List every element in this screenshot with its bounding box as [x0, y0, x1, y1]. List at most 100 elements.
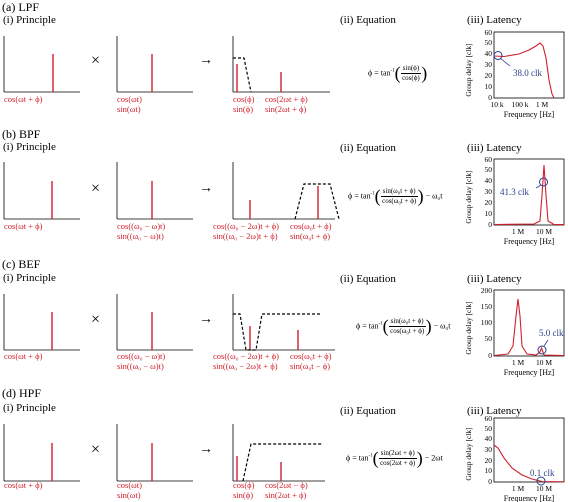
- x-axis-label: Frequency [Hz]: [504, 237, 555, 246]
- delay-annotation: 0.1 clk: [530, 468, 555, 478]
- y-tick: 100: [481, 318, 493, 327]
- filter-mask: [233, 57, 252, 93]
- marker-circle: [539, 177, 548, 187]
- out-low-cos-label: cos(ϕ): [233, 480, 255, 490]
- section-title: (a) LPF: [2, 0, 39, 14]
- y-tick: 10: [485, 209, 493, 218]
- principle-diagram: [3, 36, 330, 93]
- section-title: (c) BEF: [2, 257, 41, 271]
- principle-diagram: [3, 294, 335, 351]
- filter-mask: [233, 313, 322, 351]
- principle-diagram: [3, 162, 340, 220]
- out-high-cos-label: cos(ω₀t + ϕ): [290, 221, 332, 231]
- filter-mask: [294, 183, 340, 220]
- principle-label: (i) Principle: [3, 402, 56, 414]
- out-high-sin-label: sin(2ωt + ϕ): [265, 104, 307, 114]
- out-high-sin-label: sin(2ωt + ϕ): [265, 490, 307, 500]
- principle-label: (i) Principle: [3, 272, 56, 284]
- x-tick: 1 M: [512, 484, 525, 493]
- y-tick: 0: [488, 220, 492, 229]
- out-low-cos-label: cos((ω₀ − 2ω)t + ϕ): [213, 351, 279, 361]
- out-high-cos-label: cos(2ωt − ϕ): [265, 480, 308, 490]
- out-low-cos-label: cos((ω₀ − 2ω)t + ϕ): [213, 221, 279, 231]
- x-tick: 10 M: [536, 227, 552, 236]
- y-axis-label: Group delay [clk]: [464, 301, 473, 354]
- input-label: cos(ωt + ϕ): [4, 94, 43, 104]
- y-tick: 10: [485, 466, 493, 475]
- filter-mask: [242, 443, 322, 482]
- group-delay-curve: [493, 42, 555, 99]
- y-tick: 50: [485, 424, 493, 433]
- x-tick: 10 M: [536, 358, 552, 367]
- annotation-leader: [543, 339, 549, 347]
- out-high-cos-label: cos(ω₀t + ϕ): [290, 351, 332, 361]
- y-tick: 20: [485, 456, 493, 465]
- x-axis-label: Frequency [Hz]: [504, 368, 555, 377]
- y-tick: 0: [488, 477, 492, 486]
- lo-cos-label: cos((ω₀ − ω)t): [117, 221, 166, 231]
- lo-sin-label: sin((ω₀ − ω)t): [117, 231, 164, 241]
- input-label: cos(ωt + ϕ): [4, 351, 43, 361]
- x-tick: 1 M: [512, 358, 525, 367]
- group-delay-curve: [493, 444, 565, 483]
- plot-frame: [493, 417, 565, 483]
- latency-label: (iii) Latency: [467, 14, 522, 26]
- out-high-sin-label: sin(ω₀t − ϕ): [290, 361, 331, 371]
- equation: ϕ = tan-1(sin(ω₀t + ϕ) cos(ω₀t + ϕ)) − ω₀…: [348, 186, 443, 206]
- latency-plot-bpf: Group delay [clk] 0 10 20 30 40 50 60 1 …: [464, 155, 565, 246]
- x-tick: 100 k: [512, 100, 529, 109]
- arrow-icon: →: [199, 312, 213, 327]
- latency-label: (iii) Latency: [467, 142, 522, 154]
- out-low-sin-label: sin(ϕ): [233, 104, 254, 114]
- plot-frame: [493, 158, 565, 226]
- marker-circle: [493, 51, 503, 60]
- x-axis-label: Frequency [Hz]: [504, 110, 555, 119]
- equation: ϕ = tan-1(sin(2ωt + ϕ) cos(2ωt + ϕ)) − 2ω…: [346, 448, 443, 468]
- equation-label: (ii) Equation: [340, 273, 396, 285]
- plot-frame: [493, 289, 565, 357]
- latency-plot-hpf: Group delay [clk] 0 10 20 30 40 50 60 1 …: [464, 414, 565, 502]
- y-tick: 20: [485, 71, 493, 80]
- out-low-cos-label: cos(ϕ): [233, 94, 255, 104]
- equation-label: (ii) Equation: [340, 142, 396, 154]
- out-low-sin-label: sin((ω₀ − 2ω)t + ϕ): [213, 231, 278, 241]
- lo-cos-label: cos((ω₀ − ω)t): [117, 351, 166, 361]
- y-tick: 40: [485, 434, 493, 443]
- y-tick: 0: [488, 93, 492, 102]
- principle-diagram: [3, 424, 325, 482]
- delay-annotation: 38.0 clk: [513, 68, 542, 78]
- equation-label: (ii) Equation: [340, 14, 396, 26]
- y-tick: 40: [485, 49, 493, 58]
- plot-frame: [493, 31, 565, 99]
- y-tick: 150: [481, 302, 493, 311]
- delay-annotation: 5.0 clk: [539, 328, 564, 338]
- arrow-icon: →: [199, 181, 213, 196]
- marker-circle: [537, 345, 547, 355]
- out-low-sin-label: sin((ω₀ − 2ω)t + ϕ): [213, 361, 278, 371]
- lo-sin-label: sin((ω₀ − ω)t): [117, 361, 164, 371]
- arrow-icon: →: [199, 442, 213, 457]
- x-tick: 1 M: [512, 227, 525, 236]
- y-tick: 0: [488, 351, 492, 360]
- equation-label: (ii) Equation: [340, 405, 396, 417]
- lo-cos-label: cos(ωt): [117, 480, 142, 490]
- annotation-leader: [535, 184, 542, 189]
- input-label: cos(ωt + ϕ): [4, 480, 43, 490]
- y-tick: 50: [485, 165, 493, 174]
- y-tick: 60: [485, 28, 493, 37]
- out-high-sin-label: sin(ω₀t + ϕ): [290, 231, 331, 241]
- y-tick: 30: [485, 445, 493, 454]
- principle-label: (i) Principle: [3, 14, 56, 26]
- latency-plot-lpf: Group delay [clk] 0 10 20 30 40 50 60 10…: [464, 28, 565, 119]
- x-tick: 10 k: [490, 100, 503, 109]
- input-label: cos(ωt + ϕ): [4, 221, 43, 231]
- y-tick: 10: [485, 82, 493, 91]
- multiply-symbol: ×: [91, 311, 101, 328]
- marker-circle: [536, 476, 546, 486]
- lo-sin-label: sin(ωt): [117, 104, 141, 114]
- arrow-icon: →: [199, 53, 213, 68]
- x-tick: 1 M: [536, 100, 549, 109]
- multiply-symbol: ×: [91, 52, 101, 69]
- multiply-symbol: ×: [91, 441, 101, 458]
- y-tick: 30: [485, 60, 493, 69]
